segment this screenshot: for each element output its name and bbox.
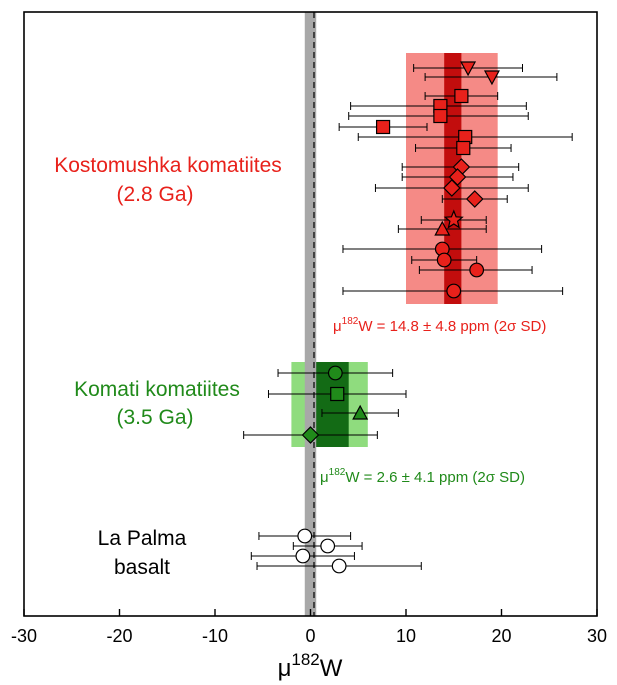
komati-label-line2: (3.5 Ga)	[116, 406, 193, 429]
data-point-triangle-down	[483, 70, 500, 86]
x-tick-label: 30	[587, 626, 607, 646]
data-point-square	[454, 88, 469, 104]
x-tick-label: 10	[396, 626, 416, 646]
x-tick-label: -10	[202, 626, 228, 646]
kostomushka-summary-text: W = 14.8 ± 4.8 ppm (2σ SD)	[358, 318, 546, 335]
komati-summary-text: W = 2.6 ± 4.1 ppm (2σ SD)	[345, 469, 525, 486]
data-point-circle	[436, 252, 452, 268]
kostomushka-summary-mu: μ	[333, 318, 342, 335]
data-point-circle	[469, 262, 485, 278]
data-point-circle	[320, 538, 336, 554]
data-point-star	[443, 209, 464, 229]
x-axis: -30 -20 -10 0 10 20 30	[11, 609, 607, 646]
reference-line	[304, 12, 317, 616]
data-point-diamond	[442, 179, 461, 197]
x-axis-label-mu: μ	[278, 655, 292, 682]
x-tick-label: 0	[305, 626, 315, 646]
annotations: Kostomushka komatiites (2.8 Ga) μ182W = …	[54, 154, 546, 682]
lapalma-label-line1: La Palma	[98, 527, 187, 550]
data-point-diamond	[465, 190, 484, 208]
data-point-triangle-down	[460, 61, 477, 77]
x-tick-label: 20	[491, 626, 511, 646]
kostomushka-summary-sup: 182	[342, 316, 359, 327]
x-axis-label-w: W	[320, 655, 343, 682]
kostomushka-label-line2: (2.8 Ga)	[116, 183, 193, 206]
kostomushka-label-line1: Kostomushka komatiites	[54, 154, 282, 177]
data-point-circle	[295, 548, 311, 564]
data-point-diamond	[301, 426, 320, 444]
data-point-square	[456, 140, 471, 156]
data-point-square	[375, 119, 391, 135]
lapalma-label-line2: basalt	[114, 556, 170, 579]
komati-summary-mu: μ	[320, 469, 329, 486]
x-tick-label: -20	[106, 626, 132, 646]
data-point-square	[330, 386, 345, 402]
data-point-square	[433, 108, 448, 124]
x-axis-label: μ182W	[278, 650, 343, 682]
x-tick-label: -30	[11, 626, 37, 646]
data-point-triangle-up	[434, 220, 451, 236]
data-point-circle	[331, 558, 347, 574]
komati-summary: μ182W = 2.6 ± 4.1 ppm (2σ SD)	[320, 467, 525, 486]
data-point-circle	[297, 528, 313, 544]
kostomushka-summary: μ182W = 14.8 ± 4.8 ppm (2σ SD)	[333, 316, 546, 335]
komati-label-line1: Komati komatiites	[74, 378, 240, 401]
data-point-triangle-up	[352, 404, 369, 420]
data-point-circle	[327, 365, 343, 381]
komati-summary-sup: 182	[329, 467, 346, 478]
x-axis-label-sup: 182	[291, 650, 319, 669]
data-point-circle	[446, 283, 462, 299]
reference-band	[304, 12, 317, 616]
data-markers	[295, 61, 500, 574]
